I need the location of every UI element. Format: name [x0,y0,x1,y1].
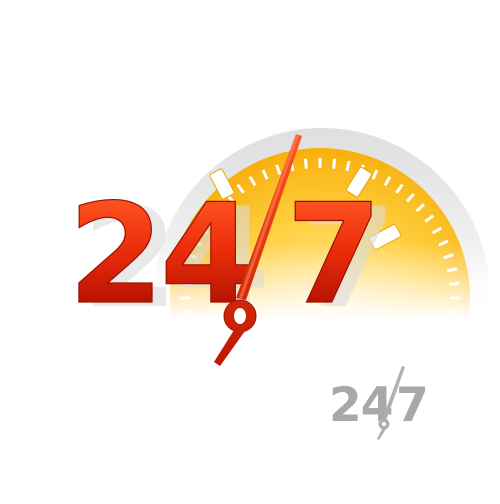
main-digits-left: 24 [68,174,252,335]
small-digits-right: 7 [396,378,428,433]
main-digits-right: 7 [286,174,378,335]
clock-hand-icon [214,134,302,366]
small-clock-hand-icon [377,366,405,440]
main-digits-right-shadow: 7 [300,178,392,339]
main-logo: 24 24 7 7 [67,134,396,366]
stopwatch-dial-icon [0,120,500,500]
small-logo: 24 7 [329,366,429,440]
